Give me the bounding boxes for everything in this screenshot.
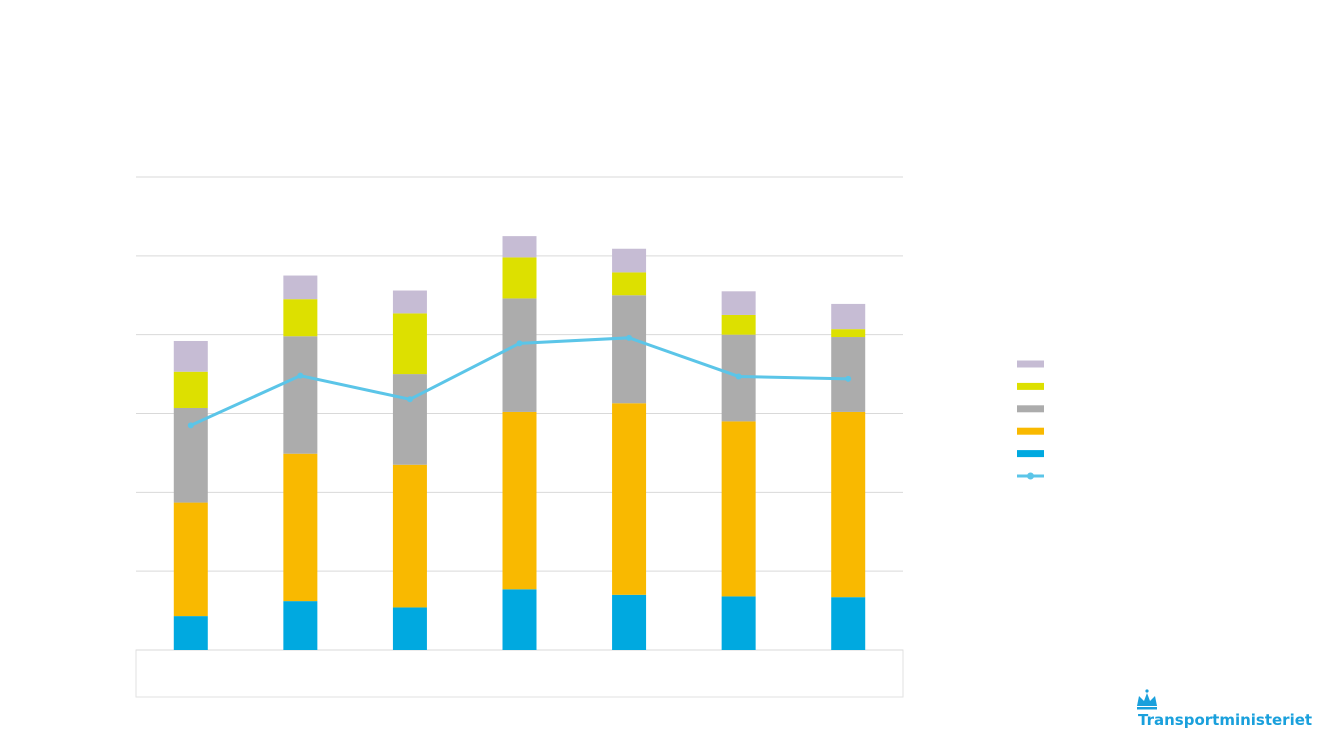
legend [1017, 360, 1044, 480]
bar-segment [392, 464, 427, 608]
legend-swatch-marker [1027, 472, 1034, 480]
bar-segment [721, 314, 756, 335]
legend-swatch [1017, 405, 1044, 413]
bar-segment [612, 248, 647, 273]
bar-segment [392, 290, 427, 314]
bar-segment [392, 374, 427, 465]
bar-segment [283, 601, 318, 650]
bar-segment [612, 272, 647, 296]
line-point [406, 396, 413, 403]
bar-segment [721, 421, 756, 597]
line-point [626, 334, 633, 341]
bar-segment [283, 453, 318, 602]
bar-segment [502, 236, 537, 258]
bar-segment [831, 303, 866, 330]
bar-segment [831, 329, 866, 338]
legend-swatch [1017, 360, 1044, 368]
legend-swatch [1017, 427, 1044, 435]
bar-segment [173, 616, 208, 650]
bar-segment [283, 336, 318, 454]
bar-segment [612, 594, 647, 650]
bar-segment [502, 257, 537, 299]
bar-segment [392, 313, 427, 375]
bar-segment [831, 411, 866, 598]
logo-text: Transportministeriet [1138, 711, 1312, 729]
legend-swatch [1017, 450, 1044, 458]
lines [187, 334, 852, 429]
bars [173, 236, 866, 650]
logo: Transportministeriet [1137, 689, 1312, 729]
bar-segment [612, 295, 647, 404]
bar-segment [283, 299, 318, 337]
logo-crown [1137, 689, 1157, 710]
bar-segment [283, 275, 318, 300]
bar-segment [173, 502, 208, 617]
line-point [845, 375, 852, 382]
line-point [297, 372, 304, 379]
line-point [187, 422, 194, 429]
bar-segment [392, 607, 427, 650]
bar-segment [173, 407, 208, 503]
bar-segment [721, 596, 756, 650]
bar-segment [831, 597, 866, 650]
line-point [735, 373, 742, 380]
bar-segment [612, 403, 647, 595]
bar-segment [173, 340, 208, 372]
bar-segment [831, 337, 866, 412]
bar-segment [502, 589, 537, 650]
bar-segment [721, 291, 756, 315]
bar-segment [502, 298, 537, 412]
bar-segment [173, 371, 208, 408]
bar-segment [502, 411, 537, 590]
category-axis-box [135, 649, 904, 698]
line-point [516, 340, 523, 347]
legend-swatch [1017, 382, 1044, 390]
